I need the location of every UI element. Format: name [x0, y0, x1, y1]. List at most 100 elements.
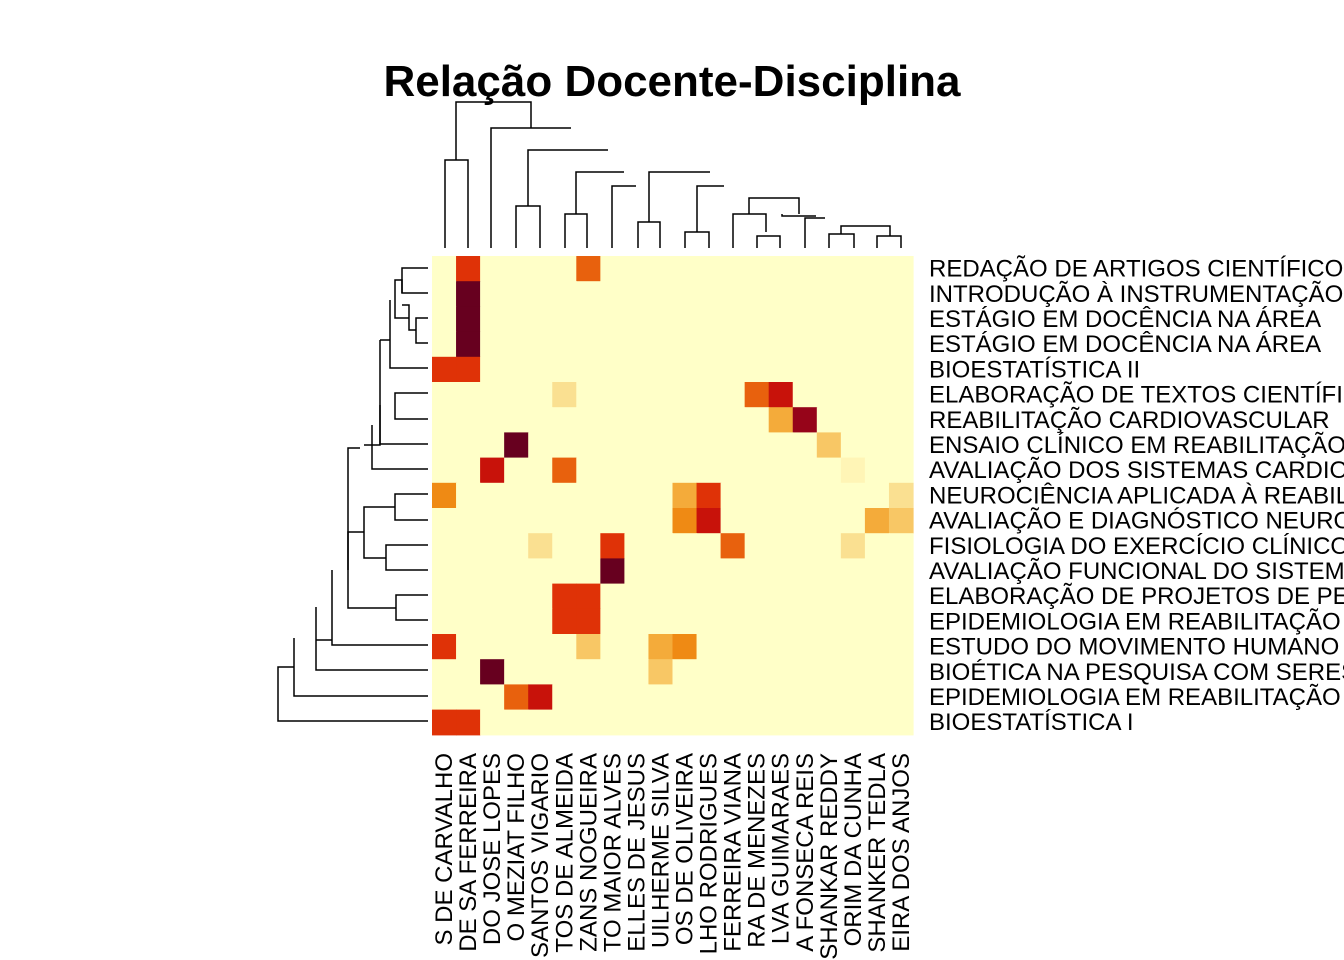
heatmap-cell	[576, 457, 601, 484]
heatmap-cell	[840, 306, 866, 333]
heatmap-cell	[624, 306, 650, 333]
heatmap-cell	[720, 382, 746, 408]
heatmap-cell	[552, 608, 577, 635]
chart-title: Relação Docente-Disciplina	[383, 57, 961, 106]
heatmap-cell	[432, 457, 457, 484]
heatmap-cell	[816, 457, 842, 484]
heatmap-cell	[696, 306, 722, 333]
heatmap-cell	[648, 558, 674, 585]
heatmap-cell	[864, 457, 890, 484]
heatmap-cell	[600, 684, 625, 711]
heatmap-cell	[792, 659, 818, 685]
heatmap-cell	[792, 558, 818, 585]
column-label: OS DE OLIVEIRA	[672, 753, 699, 945]
heatmap-cell	[864, 306, 890, 333]
heatmap-cell	[672, 256, 698, 282]
heatmap-cell	[504, 432, 529, 459]
heatmap-cell	[840, 583, 866, 610]
heatmap-cell	[720, 583, 746, 610]
heatmap-cell	[816, 432, 842, 459]
heatmap-cell	[504, 306, 529, 333]
heatmap-cell	[840, 659, 866, 685]
heatmap-cell	[864, 583, 890, 610]
heatmap-cell	[840, 533, 866, 559]
row-label: EPIDEMIOLOGIA EM REABILITAÇÃO	[929, 684, 1341, 711]
heatmap-cell	[600, 508, 625, 534]
heatmap-cell	[528, 558, 553, 585]
heatmap-cell	[504, 382, 529, 408]
heatmap-cell	[480, 684, 505, 711]
heatmap-cell	[840, 281, 866, 307]
heatmap-cell	[432, 432, 457, 459]
heatmap-cell	[768, 281, 794, 307]
heatmap-cell	[624, 608, 650, 635]
heatmap-cell	[528, 331, 553, 358]
heatmap-cell	[864, 482, 890, 509]
heatmap-cell	[816, 407, 842, 433]
heatmap-cell	[576, 281, 601, 307]
heatmap-cell	[600, 407, 625, 433]
heatmap-cell	[888, 608, 914, 635]
heatmap-cell	[672, 457, 698, 484]
heatmap-cell	[864, 634, 890, 660]
heatmap-cell	[576, 356, 601, 383]
column-label: SHANKER TEDLA	[864, 753, 891, 953]
heatmap-cell	[792, 407, 818, 433]
row-label: INTRODUÇÃO À INSTRUMENTAÇÃO	[929, 281, 1343, 308]
heatmap-cell	[672, 533, 698, 559]
heatmap-cell	[888, 583, 914, 610]
heatmap-cell	[744, 709, 770, 736]
heatmap-cell	[480, 583, 505, 610]
heatmap-cell	[480, 558, 505, 585]
heatmap-cell	[456, 608, 481, 635]
heatmap-cell	[480, 482, 505, 509]
heatmap-cell	[648, 457, 674, 484]
heatmap-cell	[600, 533, 625, 559]
heatmap-cell	[504, 583, 529, 610]
row-label: BIOESTATÍSTICA I	[929, 709, 1133, 736]
heatmap-cell	[600, 331, 625, 358]
heatmap-cell	[504, 709, 529, 736]
heatmap-cell	[504, 407, 529, 433]
heatmap-cell	[480, 432, 505, 459]
heatmap-cell	[576, 432, 601, 459]
column-label: EIRA DOS ANJOS	[888, 753, 915, 952]
heatmap-cell	[888, 256, 914, 282]
heatmap-cell	[480, 508, 505, 534]
heatmap-cell	[792, 457, 818, 484]
heatmap-cell	[504, 457, 529, 484]
row-label: AVALIAÇÃO DOS SISTEMAS CARDIORRESPIRATÓR…	[929, 457, 1344, 484]
heatmap-cell	[600, 482, 625, 509]
heatmap-cell	[792, 508, 818, 534]
heatmap-cell	[456, 659, 481, 685]
heatmap-cell	[696, 382, 722, 408]
heatmap-cell	[600, 634, 625, 660]
heatmap-cell	[648, 306, 674, 333]
heatmap-cell	[888, 382, 914, 408]
row-label: AVALIAÇÃO E DIAGNÓSTICO NEUROLÓGICO	[929, 508, 1344, 535]
heatmap-cell	[552, 382, 577, 408]
heatmap-cell	[456, 306, 481, 333]
heatmap-cell	[552, 306, 577, 333]
heatmap-cell	[552, 356, 577, 383]
heatmap-cell	[720, 281, 746, 307]
heatmap-cell	[480, 382, 505, 408]
row-label: BIOESTATÍSTICA II	[929, 356, 1140, 383]
heatmap-cell	[456, 634, 481, 660]
heatmap-cell	[432, 306, 457, 333]
heatmap-cell	[720, 457, 746, 484]
heatmap-cell	[432, 382, 457, 408]
column-label: RA DE MENEZES	[744, 753, 771, 948]
heatmap-cell	[744, 457, 770, 484]
heatmap-cell	[456, 684, 481, 711]
heatmap-cell	[552, 508, 577, 534]
heatmap-cell	[720, 432, 746, 459]
heatmap-cell	[840, 558, 866, 585]
heatmap-cell	[696, 331, 722, 358]
column-label: ORIM DA CUNHA	[840, 753, 867, 946]
heatmap-cell	[888, 457, 914, 484]
heatmap-cell	[528, 659, 553, 685]
heatmap-cell	[696, 281, 722, 307]
heatmap-cell	[672, 306, 698, 333]
heatmap-cell	[816, 684, 842, 711]
